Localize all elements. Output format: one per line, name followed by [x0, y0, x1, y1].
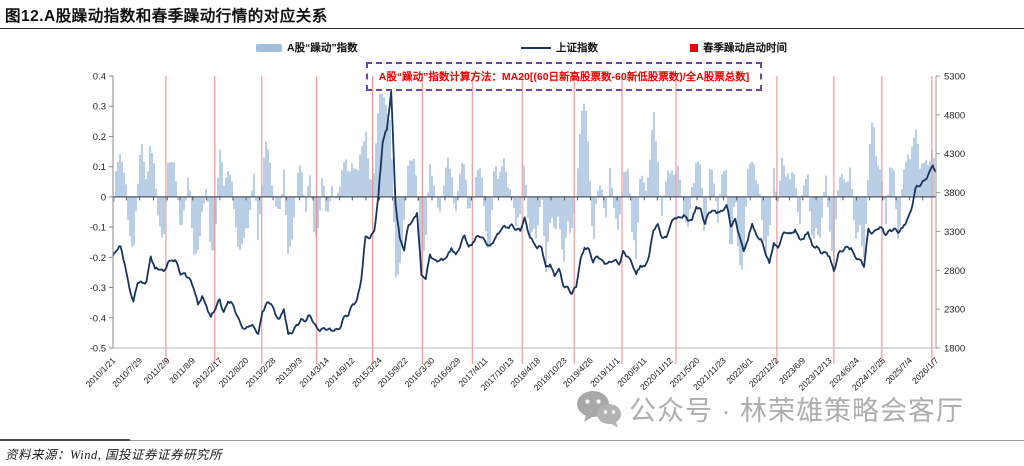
right-axis-tick-label: 4300 [944, 149, 965, 160]
right-axis-tick-label: 1800 [944, 344, 965, 355]
right-axis-tick-label: 3300 [944, 227, 965, 238]
right-axis-tick-label: 5300 [944, 72, 965, 83]
left-axis-tick-label: -0.5 [90, 344, 106, 355]
legend-label: 春季躁动启动时间 [703, 42, 787, 54]
left-axis-tick-label: 0 [101, 192, 106, 203]
square-swatch-icon [690, 43, 698, 52]
bar-swatch-icon [256, 43, 282, 52]
legend-item-spring-start: 春季躁动启动时间 [690, 40, 787, 55]
legend-label: 上证指数 [556, 42, 598, 54]
left-axis-tick-label: -0.4 [90, 313, 106, 324]
right-axis-tick-label: 2800 [944, 266, 965, 277]
x-axis-tick-label: 2010/7/29 [110, 355, 144, 389]
title-divider [0, 28, 1024, 29]
watermark-text: 公众号 · 林荣雄策略会客厅 [629, 396, 964, 426]
formula-annotation-box: A股“躁动”指数计算方法：MA20[(60日新高股票数-60新低股票数)/全A股… [366, 62, 762, 91]
line-swatch-icon [521, 46, 551, 49]
page-title: 图12.A股躁动指数和春季躁动行情的对应关系 [5, 8, 328, 25]
watermark: 公众号 · 林荣雄策略会客厅 [576, 389, 964, 428]
right-axis-tick-label: 2300 [944, 305, 965, 316]
right-axis-tick-label: 4800 [944, 110, 965, 121]
left-axis-tick-label: -0.2 [90, 253, 106, 264]
formula-annotation-text: A股“躁动”指数计算方法：MA20[(60日新高股票数-60新低股票数)/全A股… [378, 71, 750, 83]
left-axis-tick-label: 0.1 [93, 162, 106, 173]
left-axis-tick-label: 0.2 [93, 132, 106, 143]
left-axis-tick-label: -0.1 [90, 223, 106, 234]
legend-label: A股“躁动”指数 [287, 42, 358, 54]
footer-divider-accent [0, 439, 130, 441]
wechat-icon [577, 390, 621, 427]
footer-divider [0, 440, 1024, 441]
left-axis-tick-label: 0.3 [93, 102, 106, 113]
x-axis-tick-label: 2011/2/9 [142, 355, 172, 385]
left-axis-tick-label: -0.3 [90, 283, 106, 294]
x-axis-tick-label: 2026/1/7 [910, 355, 941, 386]
zaodong-index-bars [113, 93, 935, 278]
x-axis-tick-label: 2025/7/4 [884, 355, 915, 386]
x-axis-tick-label: 2013/2/28 [244, 355, 278, 389]
legend-item-zaodong-index: A股“躁动”指数 [256, 40, 358, 55]
right-axis-tick-label: 3800 [944, 188, 965, 199]
legend-item-sse-index: 上证指数 [521, 40, 598, 55]
sse-index-line [112, 90, 937, 335]
left-axis-tick-label: 0.4 [93, 72, 106, 83]
data-source-note: 资料来源：Wind, 国投证券证券研究所 [5, 448, 222, 462]
